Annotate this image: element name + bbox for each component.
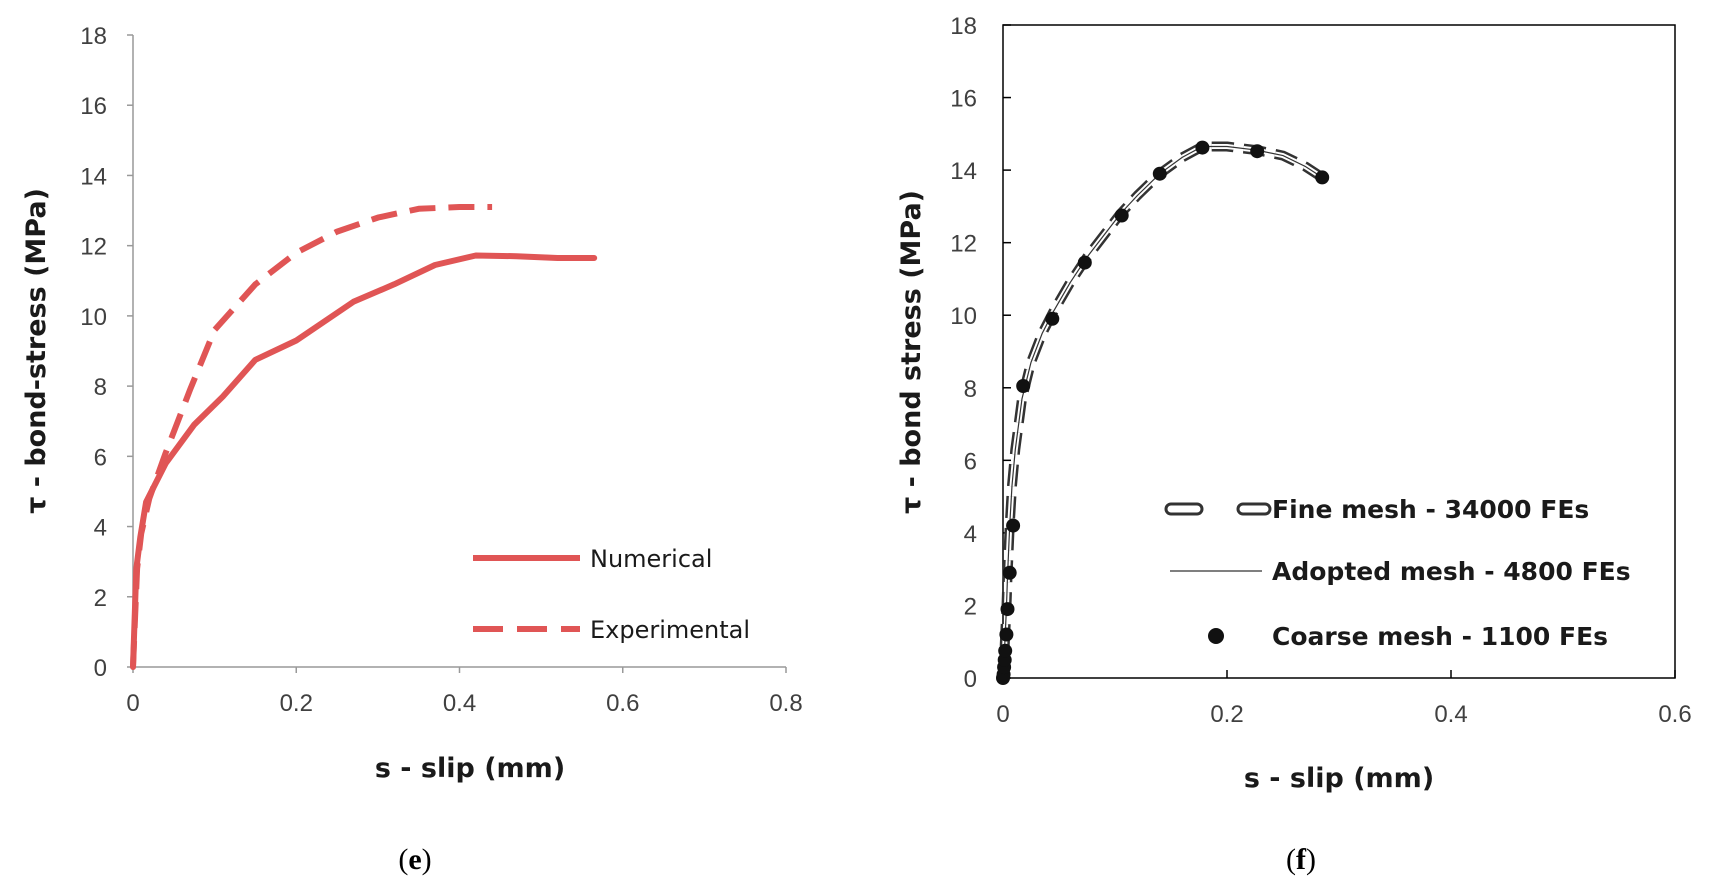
f-plot-frame	[1002, 24, 1676, 679]
f-series-coarse-mesh-1100-fes-point	[1315, 170, 1330, 185]
e-y-tick-label: 8	[94, 374, 107, 401]
f-legend-swatch-fine-mesh-dash-2	[1236, 502, 1272, 516]
caption-e: (e)	[398, 843, 431, 876]
e-series-numerical	[130, 252, 598, 670]
e-x-tick-label: 0.6	[606, 690, 639, 717]
e-x-axis: 0 0.2 0.4 0.6 0.8	[126, 666, 803, 717]
e-y-tick-label: 0	[94, 655, 107, 682]
f-y-tick-label: 2	[964, 593, 977, 620]
f-series-coarse-mesh-1100-fes-point	[1152, 166, 1167, 181]
e-legend-item-experimental: Experimental	[473, 616, 750, 644]
f-series-coarse-mesh-1100-fes-point	[999, 627, 1014, 642]
f-series-coarse-mesh-1100-fes-point	[1006, 518, 1021, 533]
f-x-axis: 0 0.2 0.4 0.6	[996, 670, 1692, 728]
f-legend-label-adopted-mesh: Adopted mesh - 4800 FEs	[1272, 557, 1631, 586]
e-legend: Numerical Experimental	[473, 545, 750, 644]
f-y-tick-label: 18	[950, 13, 977, 40]
f-series-coarse-mesh-1100-fes-point	[1195, 140, 1210, 155]
e-y-tick-label: 2	[94, 585, 107, 612]
f-y-tick-label: 12	[950, 231, 977, 258]
e-x-tick-label: 0.2	[280, 690, 313, 717]
f-y-tick-label: 14	[950, 158, 977, 185]
f-legend-swatch-coarse-mesh	[1208, 628, 1224, 644]
f-series-coarse-mesh-1100-fes-point	[1016, 379, 1031, 393]
f-x-tick-label: 0.4	[1434, 701, 1467, 728]
e-legend-item-numerical: Numerical	[473, 545, 712, 573]
f-series-coarse-mesh-1100-fes-point	[998, 643, 1013, 658]
f-series-fine-mesh-34000-fes-fill	[1000, 144, 1324, 679]
f-legend-item-coarse-mesh: Coarse mesh - 1100 FEs	[1208, 622, 1608, 651]
e-series-experimental	[130, 204, 493, 668]
e-x-tick-label: 0.8	[769, 690, 802, 717]
f-series-adopted-mesh-4800-fes	[1002, 145, 1323, 679]
e-y-tick-label: 18	[80, 23, 107, 50]
f-y-tick-label: 6	[964, 448, 977, 475]
e-legend-label-numerical: Numerical	[590, 545, 712, 573]
e-y-tick-label: 14	[80, 163, 107, 190]
chart-panel-e: 0 2 4 6 8 10 12 14 16 18 0 0.2 0.4 0.6 0.8 s - slip (…	[21, 23, 803, 784]
caption-f: (f)	[1286, 843, 1316, 876]
f-x-tick-label: 0	[996, 701, 1009, 728]
f-y-axis: 0 2 4 6 8 10 12 14 16 18	[950, 13, 1011, 693]
f-x-tick-label: 0.2	[1210, 701, 1243, 728]
f-x-tick-label: 0.6	[1658, 701, 1691, 728]
e-y-tick-label: 6	[94, 444, 107, 471]
f-series-coarse-mesh-1100-fes-point	[1250, 144, 1265, 159]
f-legend-swatch-fine-mesh-dash-1	[1164, 502, 1204, 516]
chart-panel-f: 0 2 4 6 8 10 12 14 16 18 0 0.2 0.4 0.6 s - slip (mm)…	[896, 13, 1692, 794]
f-y-tick-label: 0	[964, 666, 977, 693]
f-legend-item-fine-mesh: Fine mesh - 34000 FEs	[1164, 495, 1589, 524]
e-y-tick-label: 4	[94, 515, 107, 542]
e-y-tick-label: 10	[80, 304, 107, 331]
e-y-tick-label: 12	[80, 234, 107, 261]
e-x-tick-label: 0.4	[443, 690, 476, 717]
f-series-fine-mesh-34000-fes-outline	[998, 141, 1325, 679]
f-y-tick-label: 16	[950, 86, 977, 113]
f-series-coarse-mesh-1100-fes-point	[1002, 565, 1017, 580]
f-y-tick-label: 8	[964, 376, 977, 403]
f-series-coarse-mesh-1100-fes-point	[1077, 255, 1092, 270]
f-y-axis-label: τ - bond stress (MPa)	[896, 190, 927, 514]
f-legend-item-adopted-mesh: Adopted mesh - 4800 FEs	[1170, 557, 1631, 586]
e-y-tick-label: 16	[80, 93, 107, 120]
e-x-tick-label: 0	[126, 690, 139, 717]
f-legend: Fine mesh - 34000 FEs Adopted mesh - 480…	[1164, 495, 1631, 651]
e-x-axis-label: s - slip (mm)	[375, 753, 565, 784]
f-series-coarse-mesh-1100-fes-point	[1114, 208, 1129, 223]
f-y-tick-label: 4	[964, 521, 977, 548]
f-legend-label-coarse-mesh: Coarse mesh - 1100 FEs	[1272, 622, 1608, 651]
f-legend-label-fine-mesh: Fine mesh - 34000 FEs	[1272, 495, 1589, 524]
f-x-axis-label: s - slip (mm)	[1244, 763, 1434, 794]
f-series-coarse-mesh-1100-fes-point	[1000, 602, 1015, 617]
f-series-coarse-mesh-1100-fes-point	[1045, 311, 1060, 326]
e-legend-label-experimental: Experimental	[590, 616, 750, 644]
f-y-tick-label: 10	[950, 303, 977, 330]
e-y-axis-label: τ - bond-stress (MPa)	[21, 188, 52, 514]
e-y-axis: 0 2 4 6 8 10 12 14 16 18	[80, 23, 134, 682]
